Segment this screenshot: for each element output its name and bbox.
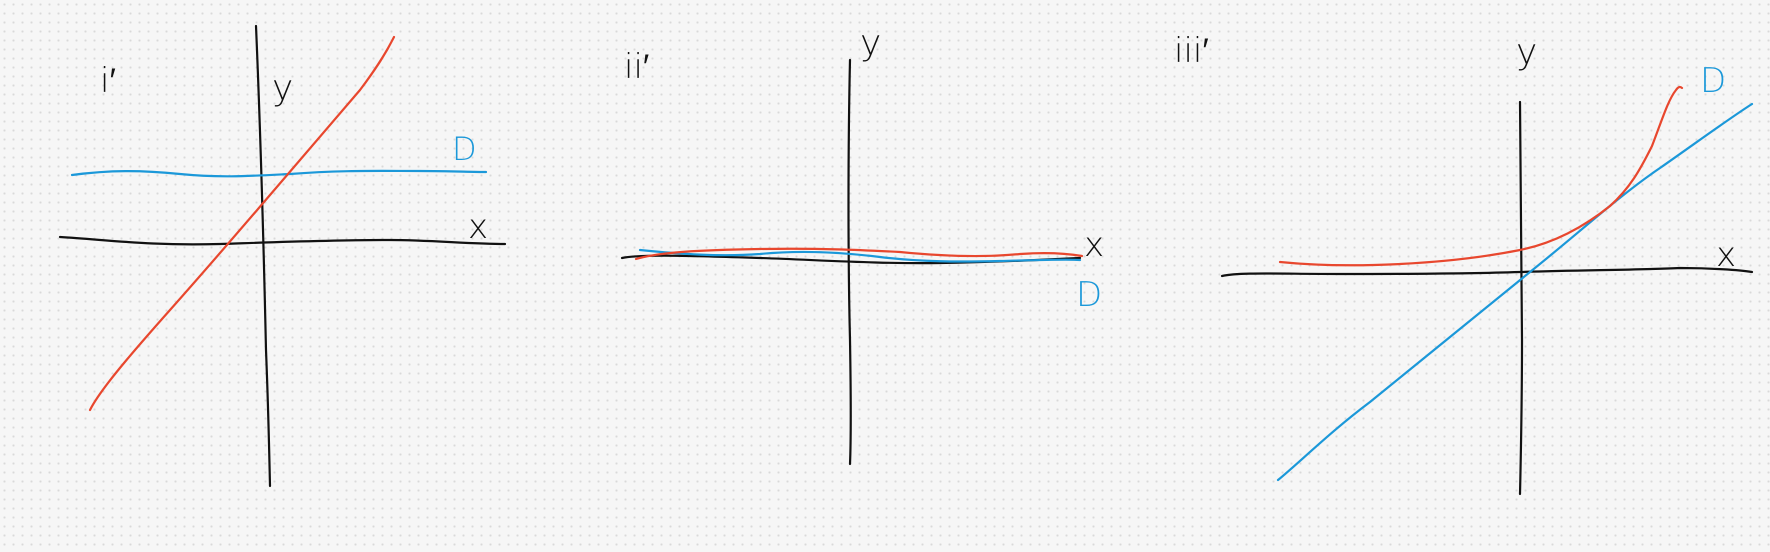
sketch-ii: ii′ y x D	[620, 23, 1104, 466]
sketch-label-ii: ii′	[624, 47, 649, 87]
x-axis-label: x	[468, 207, 488, 247]
y-axis	[1518, 100, 1524, 496]
y-axis-label: y	[860, 23, 881, 64]
blue-curve-d	[1276, 102, 1754, 482]
sketch-i: i′ y x D	[58, 24, 507, 488]
red-curve	[634, 247, 1084, 261]
x-axis	[620, 254, 1082, 265]
x-axis	[1220, 266, 1754, 278]
sketch-iii: iii′ y x D	[1174, 31, 1754, 496]
curve-label-d: D	[1076, 275, 1102, 315]
sketch-label-i: i′	[100, 61, 116, 101]
sketch-label-iii: iii′	[1174, 31, 1209, 71]
x-axis-label: x	[1084, 225, 1104, 265]
curve-label-d: D	[1700, 61, 1726, 101]
x-axis-label: x	[1716, 235, 1736, 275]
blue-curve-d	[638, 248, 1082, 263]
red-curve	[88, 35, 396, 412]
curve-label-d: D	[452, 130, 477, 168]
x-axis	[58, 235, 507, 246]
y-axis	[847, 58, 852, 466]
red-curve	[1278, 85, 1684, 267]
y-axis-label: y	[1516, 32, 1537, 73]
y-axis	[254, 24, 272, 488]
blue-curve-d	[70, 169, 488, 178]
y-axis-label: y	[272, 68, 293, 109]
